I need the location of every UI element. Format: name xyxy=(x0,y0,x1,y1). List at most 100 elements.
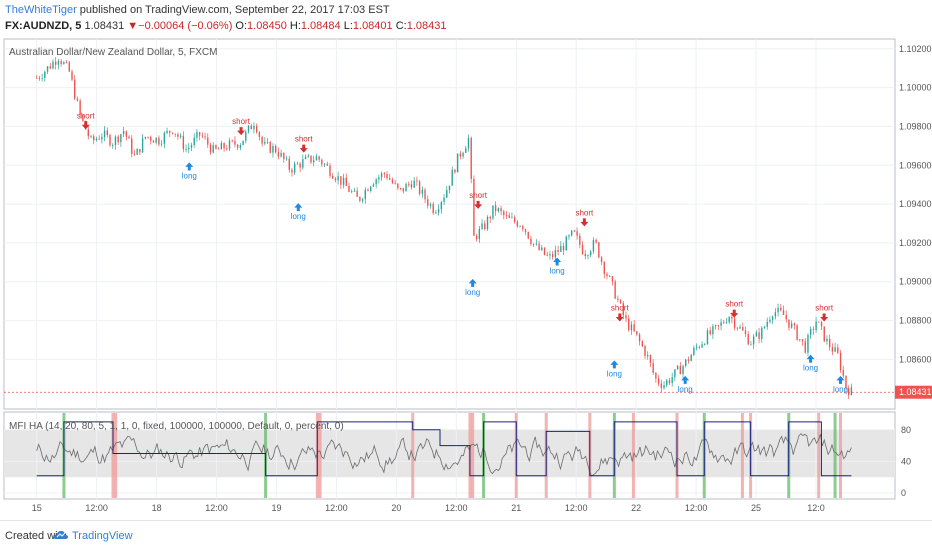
candle-body xyxy=(519,226,521,227)
candle-body xyxy=(399,188,402,189)
candle-body xyxy=(815,321,817,330)
author-link[interactable]: TheWhiteTiger xyxy=(5,4,77,16)
low-value: 1.08401 xyxy=(352,20,393,32)
down-arrow-icon: ▼ xyxy=(127,20,139,32)
indicator-axis[interactable]: 80 40 0 xyxy=(901,425,911,498)
candle-body xyxy=(258,132,261,137)
candle-body xyxy=(261,136,263,144)
candle-body xyxy=(63,62,65,64)
long-label: long xyxy=(550,267,565,276)
candle-body xyxy=(280,152,282,157)
time-tick-label: 20 xyxy=(391,503,401,513)
candle-body xyxy=(448,185,451,190)
published-text: published on TradingView.com, September … xyxy=(79,4,390,16)
candle-body xyxy=(74,79,76,99)
candle-body xyxy=(454,169,456,173)
sell-signal-bar xyxy=(318,413,322,498)
candle-body xyxy=(87,129,89,137)
candle-body xyxy=(638,334,641,342)
candle-body xyxy=(633,324,635,332)
candle-body xyxy=(174,133,176,135)
candle-body xyxy=(568,235,570,237)
candle-body xyxy=(698,346,701,348)
candle-body xyxy=(723,322,725,324)
short-arrow-icon xyxy=(730,309,739,318)
candle-body xyxy=(595,239,597,243)
candle-body xyxy=(782,310,785,315)
candle-body xyxy=(68,62,70,72)
price-tick-label: 1.10000 xyxy=(899,83,932,93)
candle-body xyxy=(807,335,809,353)
candle-body xyxy=(310,155,312,163)
candle-body xyxy=(332,175,334,179)
short-arrow-icon xyxy=(81,121,90,130)
long-label: long xyxy=(803,364,818,373)
candle-body xyxy=(334,178,337,181)
tradingview-brand[interactable]: TradingView xyxy=(72,530,133,542)
candle-body xyxy=(196,132,198,138)
candle-body xyxy=(581,244,584,255)
symbol-label[interactable]: FX:AUDNZD, 5 xyxy=(5,20,82,32)
candle-body xyxy=(46,66,49,72)
chart-area[interactable]: short long short short long short long long shor… xyxy=(0,36,932,520)
candle-body xyxy=(685,359,687,366)
candle-body xyxy=(761,327,763,340)
candle-body xyxy=(834,347,836,352)
candle-body xyxy=(326,163,328,166)
tradingview-cloud-icon xyxy=(53,531,68,539)
candle-body xyxy=(576,231,578,236)
time-tick-label: 12:00 xyxy=(85,503,108,513)
time-tick-label: 12:00 xyxy=(205,503,228,513)
candle-body xyxy=(139,148,141,153)
price-tick-label: 1.09600 xyxy=(899,160,932,170)
candle-body xyxy=(842,370,844,376)
candle-body xyxy=(731,317,733,319)
candle-body xyxy=(750,344,752,346)
candle-body xyxy=(788,319,790,328)
footer: Created with TradingView xyxy=(0,520,932,551)
candle-body xyxy=(291,169,293,173)
candle-body xyxy=(106,130,109,136)
buy-signal-bar xyxy=(833,413,837,498)
candle-body xyxy=(120,134,122,143)
candle-body xyxy=(752,336,755,345)
candle-body xyxy=(296,163,299,165)
candle-body xyxy=(215,145,217,149)
indicator-tick-label: 0 xyxy=(901,488,906,498)
candle-body xyxy=(617,298,619,300)
candle-body xyxy=(272,146,274,153)
candle-body xyxy=(315,156,318,161)
candle-body xyxy=(245,131,247,141)
candle-body xyxy=(367,189,369,192)
grid-lines xyxy=(4,39,895,499)
candle-body xyxy=(560,245,562,252)
candle-body xyxy=(128,136,130,139)
price-axis[interactable]: 1.10200 1.10000 1.09800 1.09600 1.09400 1.092… xyxy=(899,44,932,365)
candle-body xyxy=(150,136,152,141)
candle-body xyxy=(231,140,233,142)
candle-body xyxy=(353,190,356,192)
short-label: short xyxy=(725,300,744,309)
candle-body xyxy=(440,201,443,210)
candle-body xyxy=(774,312,777,317)
price-tag-text: 1.08431 xyxy=(899,387,932,397)
candle-body xyxy=(522,226,524,230)
short-label: short xyxy=(815,304,834,313)
price-tick-label: 1.09000 xyxy=(899,277,932,287)
time-axis[interactable]: 15 12:00 18 12:00 19 12:00 20 12:00 21 12:00 22 12:… xyxy=(32,503,825,513)
candle-body xyxy=(831,347,834,352)
short-arrow-icon xyxy=(237,127,246,136)
long-label: long xyxy=(678,385,693,394)
candle-body xyxy=(79,100,81,115)
candle-body xyxy=(666,380,668,386)
candle-body xyxy=(706,330,709,345)
long-arrow-icon xyxy=(553,257,562,266)
candle-body xyxy=(687,359,690,362)
open-label: O: xyxy=(235,20,248,32)
candle-body xyxy=(443,197,445,202)
time-tick-label: 19 xyxy=(271,503,281,513)
indicator-pane-title: MFI HA (14, 20, 80, 5, 1, 1, 0, fixed, 1… xyxy=(9,421,344,432)
candle-body xyxy=(226,148,228,150)
short-label: short xyxy=(469,191,488,200)
long-label: long xyxy=(465,288,480,297)
